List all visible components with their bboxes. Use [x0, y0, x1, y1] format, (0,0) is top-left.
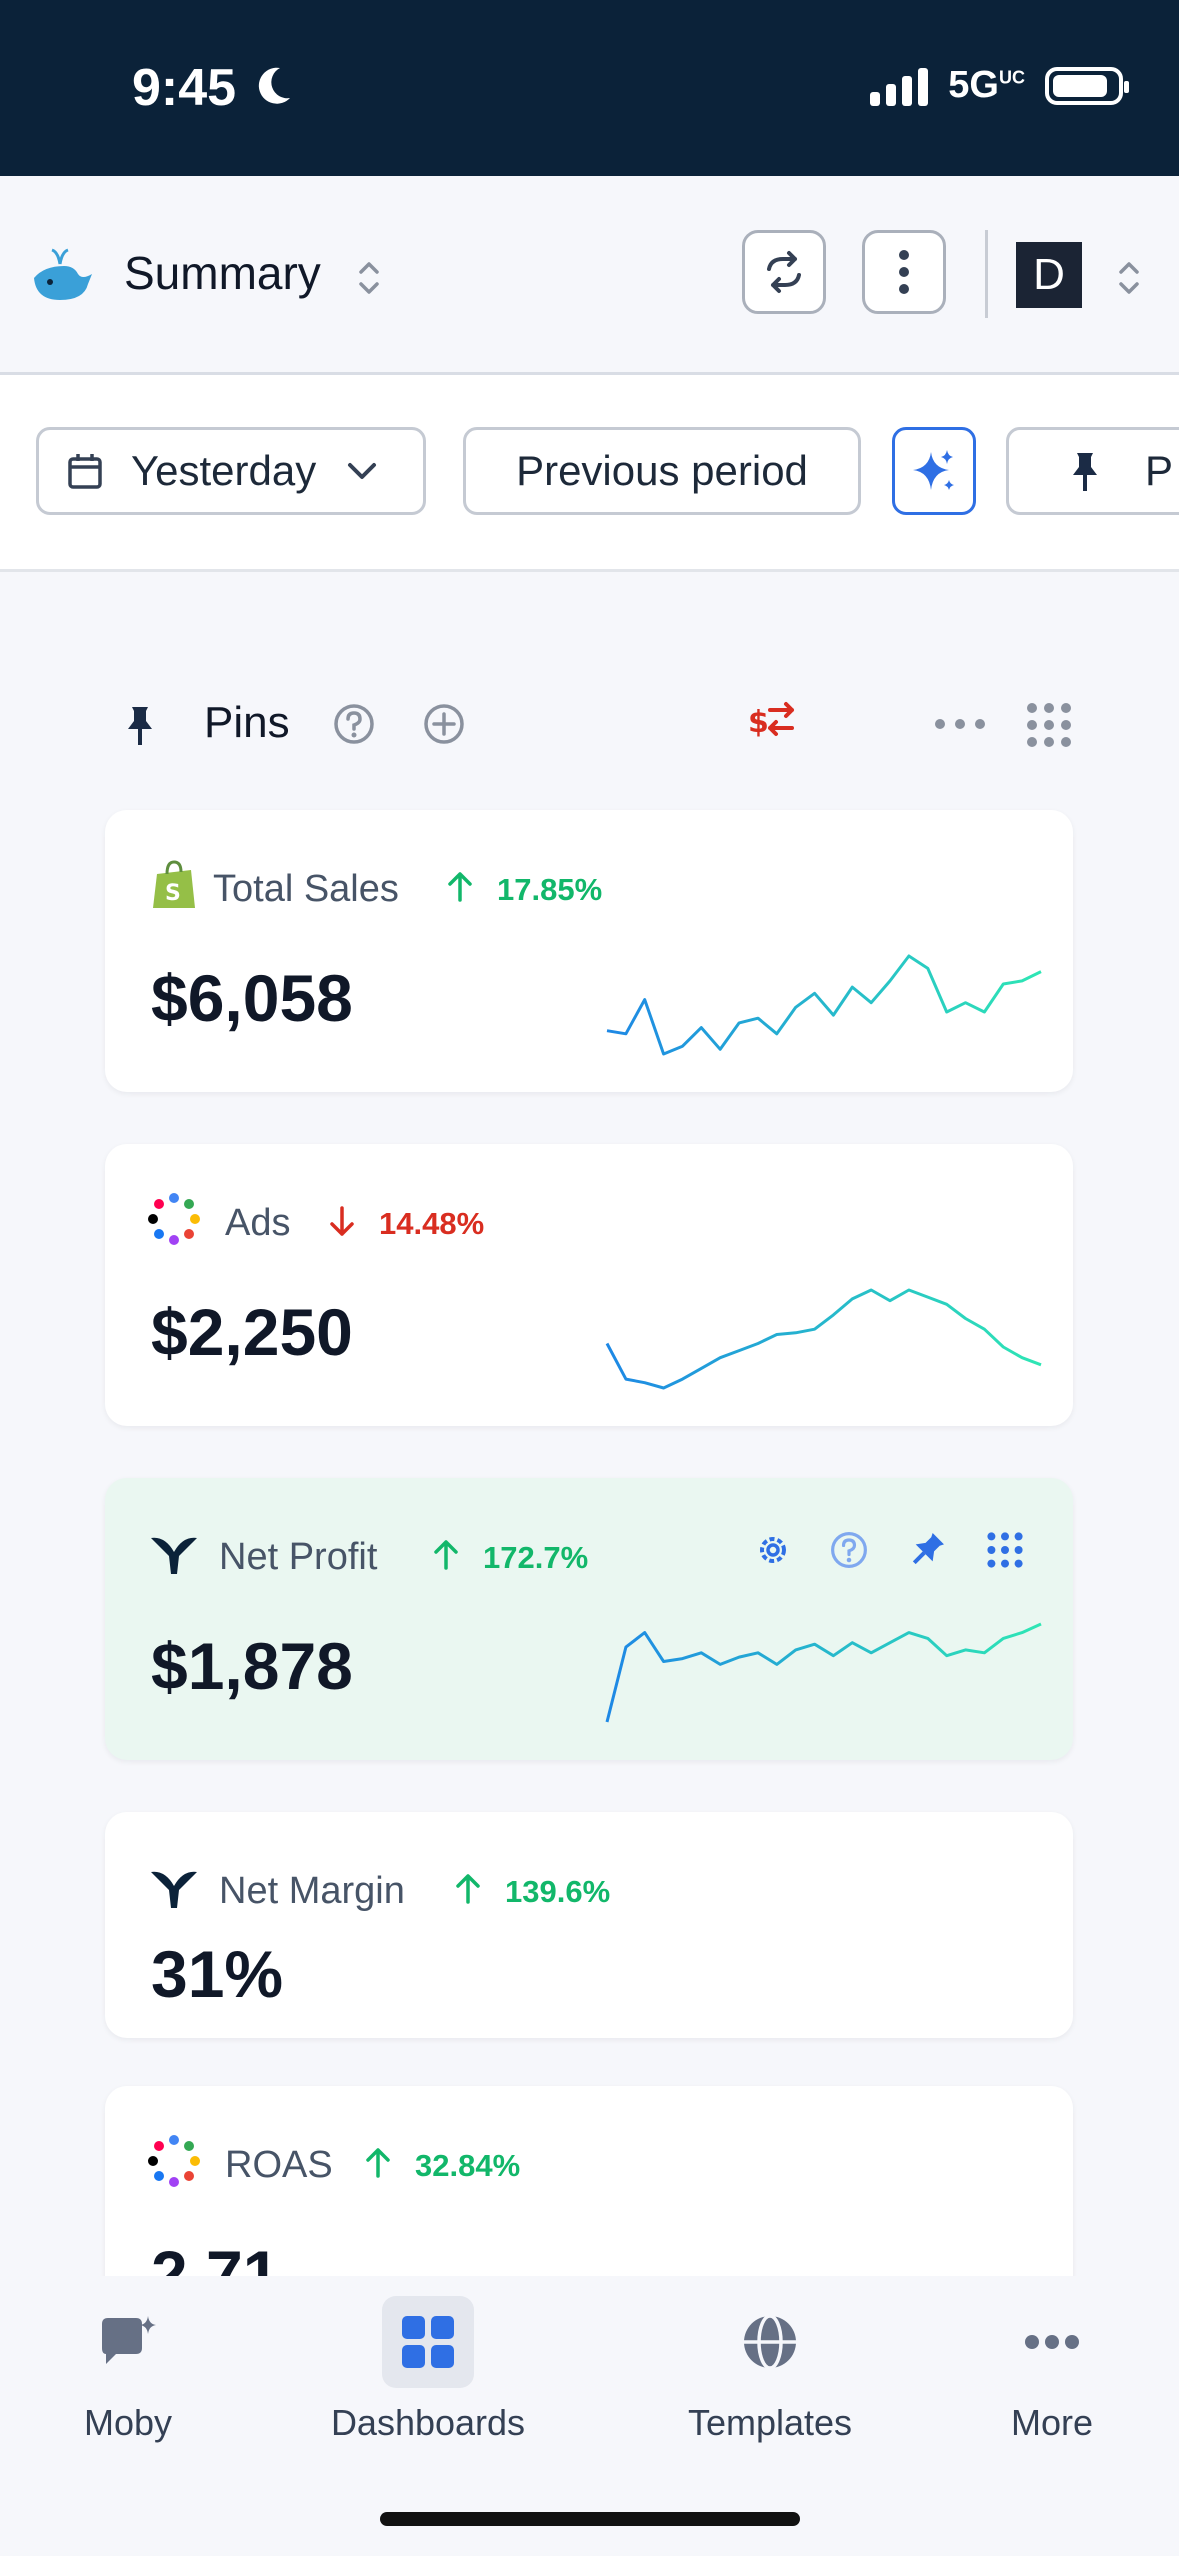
nav-tab-dashboards[interactable]: Dashboards — [318, 2296, 538, 2444]
metric-change: 14.48% — [379, 1206, 485, 1241]
drag-grid-icon[interactable] — [985, 1530, 1025, 1570]
ai-sparkle-button[interactable] — [892, 427, 976, 515]
ads-channels-icon — [148, 2135, 200, 2187]
metric-value: $6,058 — [151, 961, 353, 1035]
refresh-button[interactable] — [742, 230, 826, 314]
pin-icon — [1073, 453, 1097, 491]
triple-whale-tail-icon — [151, 1537, 197, 1574]
status-indicators: 5GUC — [870, 64, 1129, 107]
compare-period-label: Previous period — [516, 447, 808, 494]
pins-card-list: S Total Sales 17.85% $6,058 Ads 14.48% $… — [0, 780, 1179, 2276]
sparkline-chart — [605, 1622, 1042, 1723]
metric-value: $1,878 — [151, 1629, 353, 1703]
sparkle-icon — [913, 450, 954, 490]
nav-tab-templates[interactable]: Templates — [670, 2296, 870, 2444]
refresh-icon — [767, 251, 801, 293]
calendar-icon — [68, 454, 102, 489]
pins-section-header: Pins $ — [0, 680, 1179, 770]
nav-label-moby: Moby — [83, 2402, 173, 2443]
bottom-navigation: Moby Dashboards Templates — [0, 2276, 1179, 2556]
dashboard-grid-icon — [402, 2316, 454, 2368]
chat-sparkle-icon — [102, 2316, 156, 2364]
help-icon[interactable] — [829, 1530, 869, 1570]
metric-title: Net Margin — [219, 1870, 405, 1912]
dashboard-title[interactable]: Summary — [124, 247, 321, 299]
vertical-dots-icon — [899, 250, 909, 294]
status-time: 9:45 — [132, 59, 237, 117]
arrow-up-icon — [366, 2148, 390, 2178]
nav-label-more: More — [1010, 2402, 1094, 2443]
metric-value: 2.71 — [151, 2237, 280, 2276]
globe-icon — [744, 2314, 796, 2370]
sparkline-chart — [605, 1288, 1042, 1390]
metric-title: ROAS — [225, 2144, 333, 2186]
compare-period-button[interactable]: Previous period — [463, 427, 861, 515]
metric-title: Net Profit — [219, 1536, 378, 1578]
triple-whale-tail-icon — [151, 1871, 197, 1908]
horizontal-dots-icon — [1025, 2335, 1079, 2349]
pins-section-title: Pins — [204, 698, 290, 747]
moon-icon — [258, 67, 290, 104]
metric-card-total-sales[interactable]: S Total Sales 17.85% $6,058 — [105, 810, 1073, 1092]
sparkline-chart — [606, 954, 1042, 1056]
sparkline-series — [605, 1288, 1042, 1390]
date-range-label: Yesterday — [131, 447, 317, 494]
metric-change: 17.85% — [497, 872, 603, 907]
sparkline-series — [605, 1622, 1042, 1723]
chevron-down-icon — [348, 463, 377, 479]
currency-exchange-icon[interactable]: $ — [748, 698, 798, 742]
network-type: 5GUC — [948, 64, 1025, 106]
metric-title: Total Sales — [213, 868, 399, 910]
arrow-up-icon — [456, 1874, 480, 1904]
home-indicator — [380, 2512, 800, 2526]
horizontal-dots-icon[interactable] — [932, 714, 988, 734]
metric-card-net-profit[interactable]: Net Profit 172.7% $1,878 — [105, 1478, 1073, 1760]
chevron-up-down-icon[interactable] — [356, 256, 382, 300]
metric-card-net-margin[interactable]: Net Margin 139.6% 31% — [105, 1812, 1073, 2038]
nav-label-templates: Templates — [687, 2402, 853, 2443]
more-options-button[interactable] — [862, 230, 946, 314]
arrow-down-icon — [330, 1206, 354, 1236]
metric-card-roas[interactable]: ROAS 32.84% 2.71 — [105, 2086, 1073, 2276]
add-circle-icon[interactable] — [422, 702, 466, 746]
ads-channels-icon — [148, 1193, 200, 1245]
pins-filter-label: P — [1145, 447, 1174, 494]
arrow-up-icon — [434, 1540, 458, 1570]
chevron-up-down-icon[interactable] — [1116, 256, 1142, 300]
settings-gear-icon[interactable] — [753, 1530, 793, 1570]
metric-change: 32.84% — [415, 2148, 521, 2183]
nav-tab-more[interactable]: More — [992, 2296, 1112, 2444]
drag-grid-icon[interactable] — [1024, 700, 1074, 750]
metric-change: 172.7% — [483, 1540, 589, 1575]
whale-logo-icon — [34, 248, 92, 300]
pins-filter-button[interactable]: P — [1006, 427, 1179, 515]
svg-text:$: $ — [748, 705, 769, 740]
help-icon[interactable] — [332, 702, 376, 746]
signal-icon — [870, 66, 929, 106]
metric-value: 31% — [151, 1937, 284, 2011]
arrow-up-icon — [448, 872, 472, 902]
svg-text:S: S — [165, 881, 181, 906]
shopify-icon: S — [153, 860, 195, 908]
header-divider — [985, 230, 988, 318]
nav-tab-moby[interactable]: Moby — [68, 2296, 188, 2444]
sparkline-series — [606, 954, 1042, 1056]
avatar[interactable]: D — [1016, 242, 1082, 308]
app-header: Summary D — [0, 176, 1179, 375]
metric-value: $2,250 — [151, 1295, 353, 1369]
pinned-icon[interactable] — [907, 1530, 947, 1570]
metric-change: 139.6% — [505, 1874, 611, 1909]
metric-card-ads[interactable]: Ads 14.48% $2,250 — [105, 1144, 1073, 1426]
battery-icon — [1045, 66, 1129, 105]
nav-label-dashboards: Dashboards — [330, 2402, 526, 2443]
date-range-dropdown[interactable]: Yesterday — [36, 427, 426, 515]
metric-title: Ads — [225, 1202, 291, 1244]
pin-icon — [128, 707, 152, 745]
filter-bar: Yesterday Previous period P — [0, 375, 1179, 572]
status-bar: 9:45 5GUC — [0, 0, 1179, 176]
